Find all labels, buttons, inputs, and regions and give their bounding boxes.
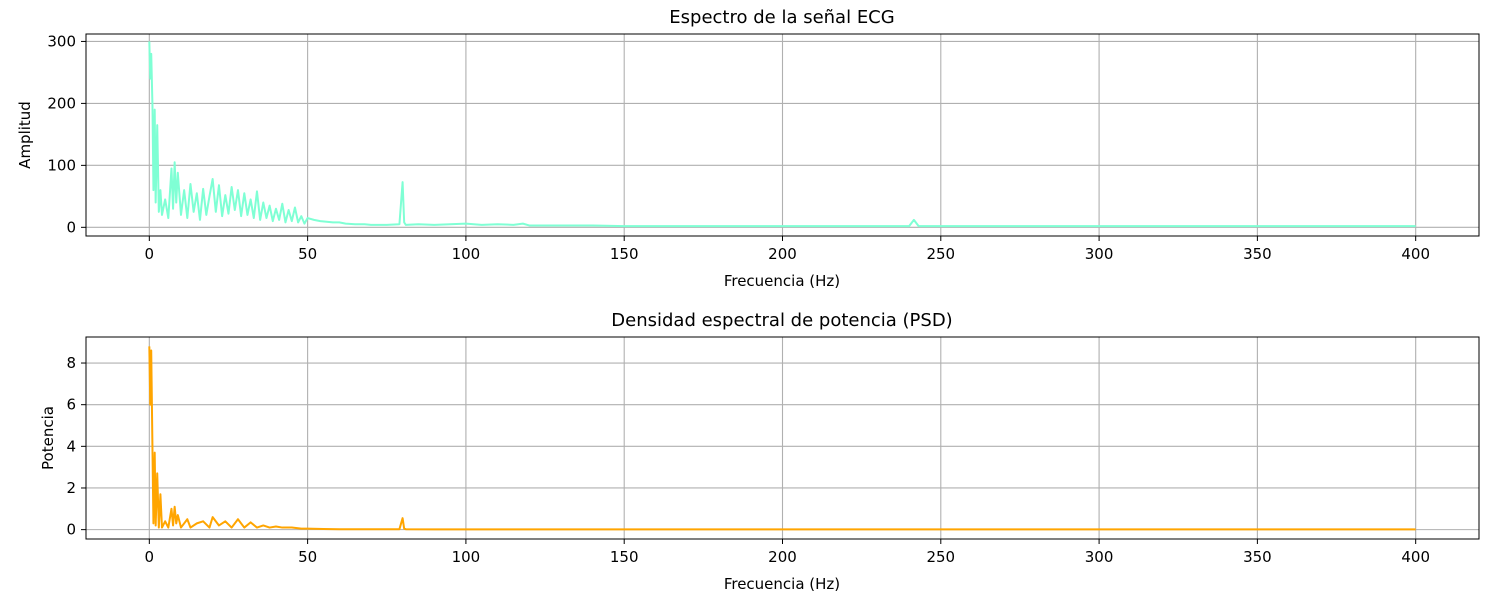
spectrum-xtick-label: 150 [610, 245, 639, 263]
psd-xtick-label: 350 [1243, 548, 1272, 566]
spectrum-xtick-label: 250 [926, 245, 955, 263]
spectrum-xlabel: Frecuencia (Hz) [724, 272, 840, 290]
spectrum-xtick-label: 0 [145, 245, 155, 263]
psd-ytick-label: 4 [66, 437, 76, 455]
psd-xtick-label: 250 [926, 548, 955, 566]
psd-title: Densidad espectral de potencia (PSD) [611, 310, 952, 331]
psd-ytick-label: 6 [66, 396, 76, 414]
spectrum-xtick-label: 400 [1401, 245, 1430, 263]
psd-plot [148, 346, 1416, 531]
spectrum-grid [86, 34, 1479, 236]
psd-ytick-label: 2 [66, 479, 76, 497]
spectrum-xtick-label: 50 [298, 245, 317, 263]
spectrum-xtick-label: 100 [452, 245, 481, 263]
spectrum-xtick-label: 350 [1243, 245, 1272, 263]
psd-axes: 0 50 100 150 200 250 300 350 400 0 2 4 6 8 [66, 336, 1480, 566]
psd-grid [86, 337, 1479, 539]
psd-xlabel: Frecuencia (Hz) [724, 575, 840, 593]
psd-xtick-label: 400 [1401, 548, 1430, 566]
psd-xtick-label: 150 [610, 548, 639, 566]
psd-axes-frame [85, 336, 1480, 540]
psd-xtick-label: 0 [145, 548, 155, 566]
psd-chart: Densidad espectral de potencia (PSD) Fre… [39, 310, 1480, 593]
spectrum-xtick-label: 200 [768, 245, 797, 263]
spectrum-ytick-label: 0 [66, 218, 76, 236]
spectrum-axes-frame [85, 33, 1480, 237]
psd-ytick-label: 0 [66, 521, 76, 539]
spectrum-xtick-label: 300 [1085, 245, 1114, 263]
psd-ytick-label: 8 [66, 354, 76, 372]
psd-xtick-label: 200 [768, 548, 797, 566]
spectrum-ylabel: Amplitud [16, 101, 34, 169]
spectrum-title: Espectro de la señal ECG [669, 7, 894, 28]
spectrum-ytick-label: 200 [47, 94, 76, 112]
psd-series-line [148, 346, 1416, 531]
spectrum-series-line [148, 41, 1416, 228]
spectrum-ytick-label: 100 [47, 156, 76, 174]
psd-xtick-label: 100 [452, 548, 481, 566]
spectrum-plot [148, 41, 1416, 228]
psd-xtick-label: 300 [1085, 548, 1114, 566]
spectrum-chart: Espectro de la señal ECG Frecuencia (Hz)… [16, 7, 1480, 290]
psd-xtick-label: 50 [298, 548, 317, 566]
psd-ylabel: Potencia [39, 406, 57, 470]
spectrum-axes: 0 50 100 150 200 250 300 350 400 0 100 200 300 [47, 32, 1480, 263]
spectrum-ytick-label: 300 [47, 32, 76, 50]
